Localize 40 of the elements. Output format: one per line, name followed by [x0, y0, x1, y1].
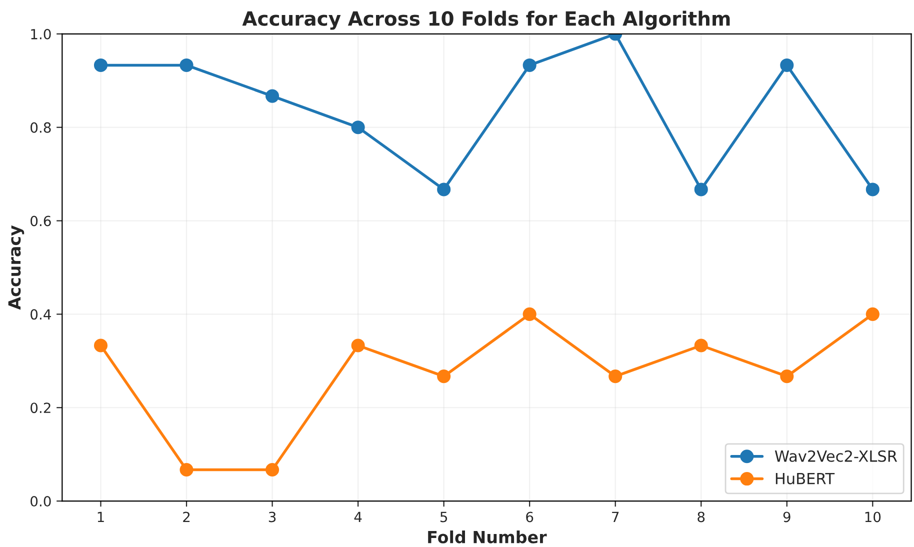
y-tick-label: 0.0: [30, 496, 51, 507]
y-axis-title: Accuracy: [8, 225, 24, 310]
x-tick-label: 8: [698, 512, 705, 522]
x-tick-label: 2: [183, 512, 190, 522]
point: [780, 58, 794, 72]
point: [522, 307, 536, 321]
point: [694, 338, 708, 352]
x-tick-label: 6: [526, 512, 534, 522]
y-tick-label: 0.2: [30, 402, 50, 414]
x-axis-title: Fold Number: [428, 530, 547, 544]
x-tick-label: 10: [865, 512, 881, 522]
x-tick-label: 4: [354, 512, 362, 522]
chart-title: Accuracy Across 10 Folds for Each Algorithm: [242, 10, 730, 30]
point: [437, 370, 451, 384]
point: [866, 307, 880, 321]
point: [437, 182, 451, 196]
x-tick-label: 9: [783, 512, 790, 522]
point: [266, 462, 280, 477]
point: [351, 120, 365, 134]
legend-label: Wav2Vec2-XLSR: [774, 450, 898, 462]
point: [866, 182, 880, 196]
y-tick-label: 0.6: [30, 216, 51, 226]
y-tick-label: 0.8: [30, 122, 51, 133]
x-tick-label: 7: [612, 512, 619, 522]
x-tick-label: 3: [268, 512, 276, 522]
point: [94, 338, 108, 352]
point: [94, 58, 108, 72]
point: [180, 58, 194, 72]
y-tick-label: 0.4: [30, 309, 51, 320]
point: [266, 89, 280, 103]
y-tick-label: 1.0: [31, 28, 51, 40]
x-tick-label: 5: [440, 512, 448, 522]
point: [351, 338, 365, 352]
legend-label: HuBERT: [776, 472, 835, 484]
point: [780, 370, 794, 384]
point: [180, 462, 194, 477]
point: [522, 58, 536, 72]
point: [694, 182, 708, 196]
x-tick-label: 1: [98, 512, 104, 522]
point: [608, 370, 622, 384]
